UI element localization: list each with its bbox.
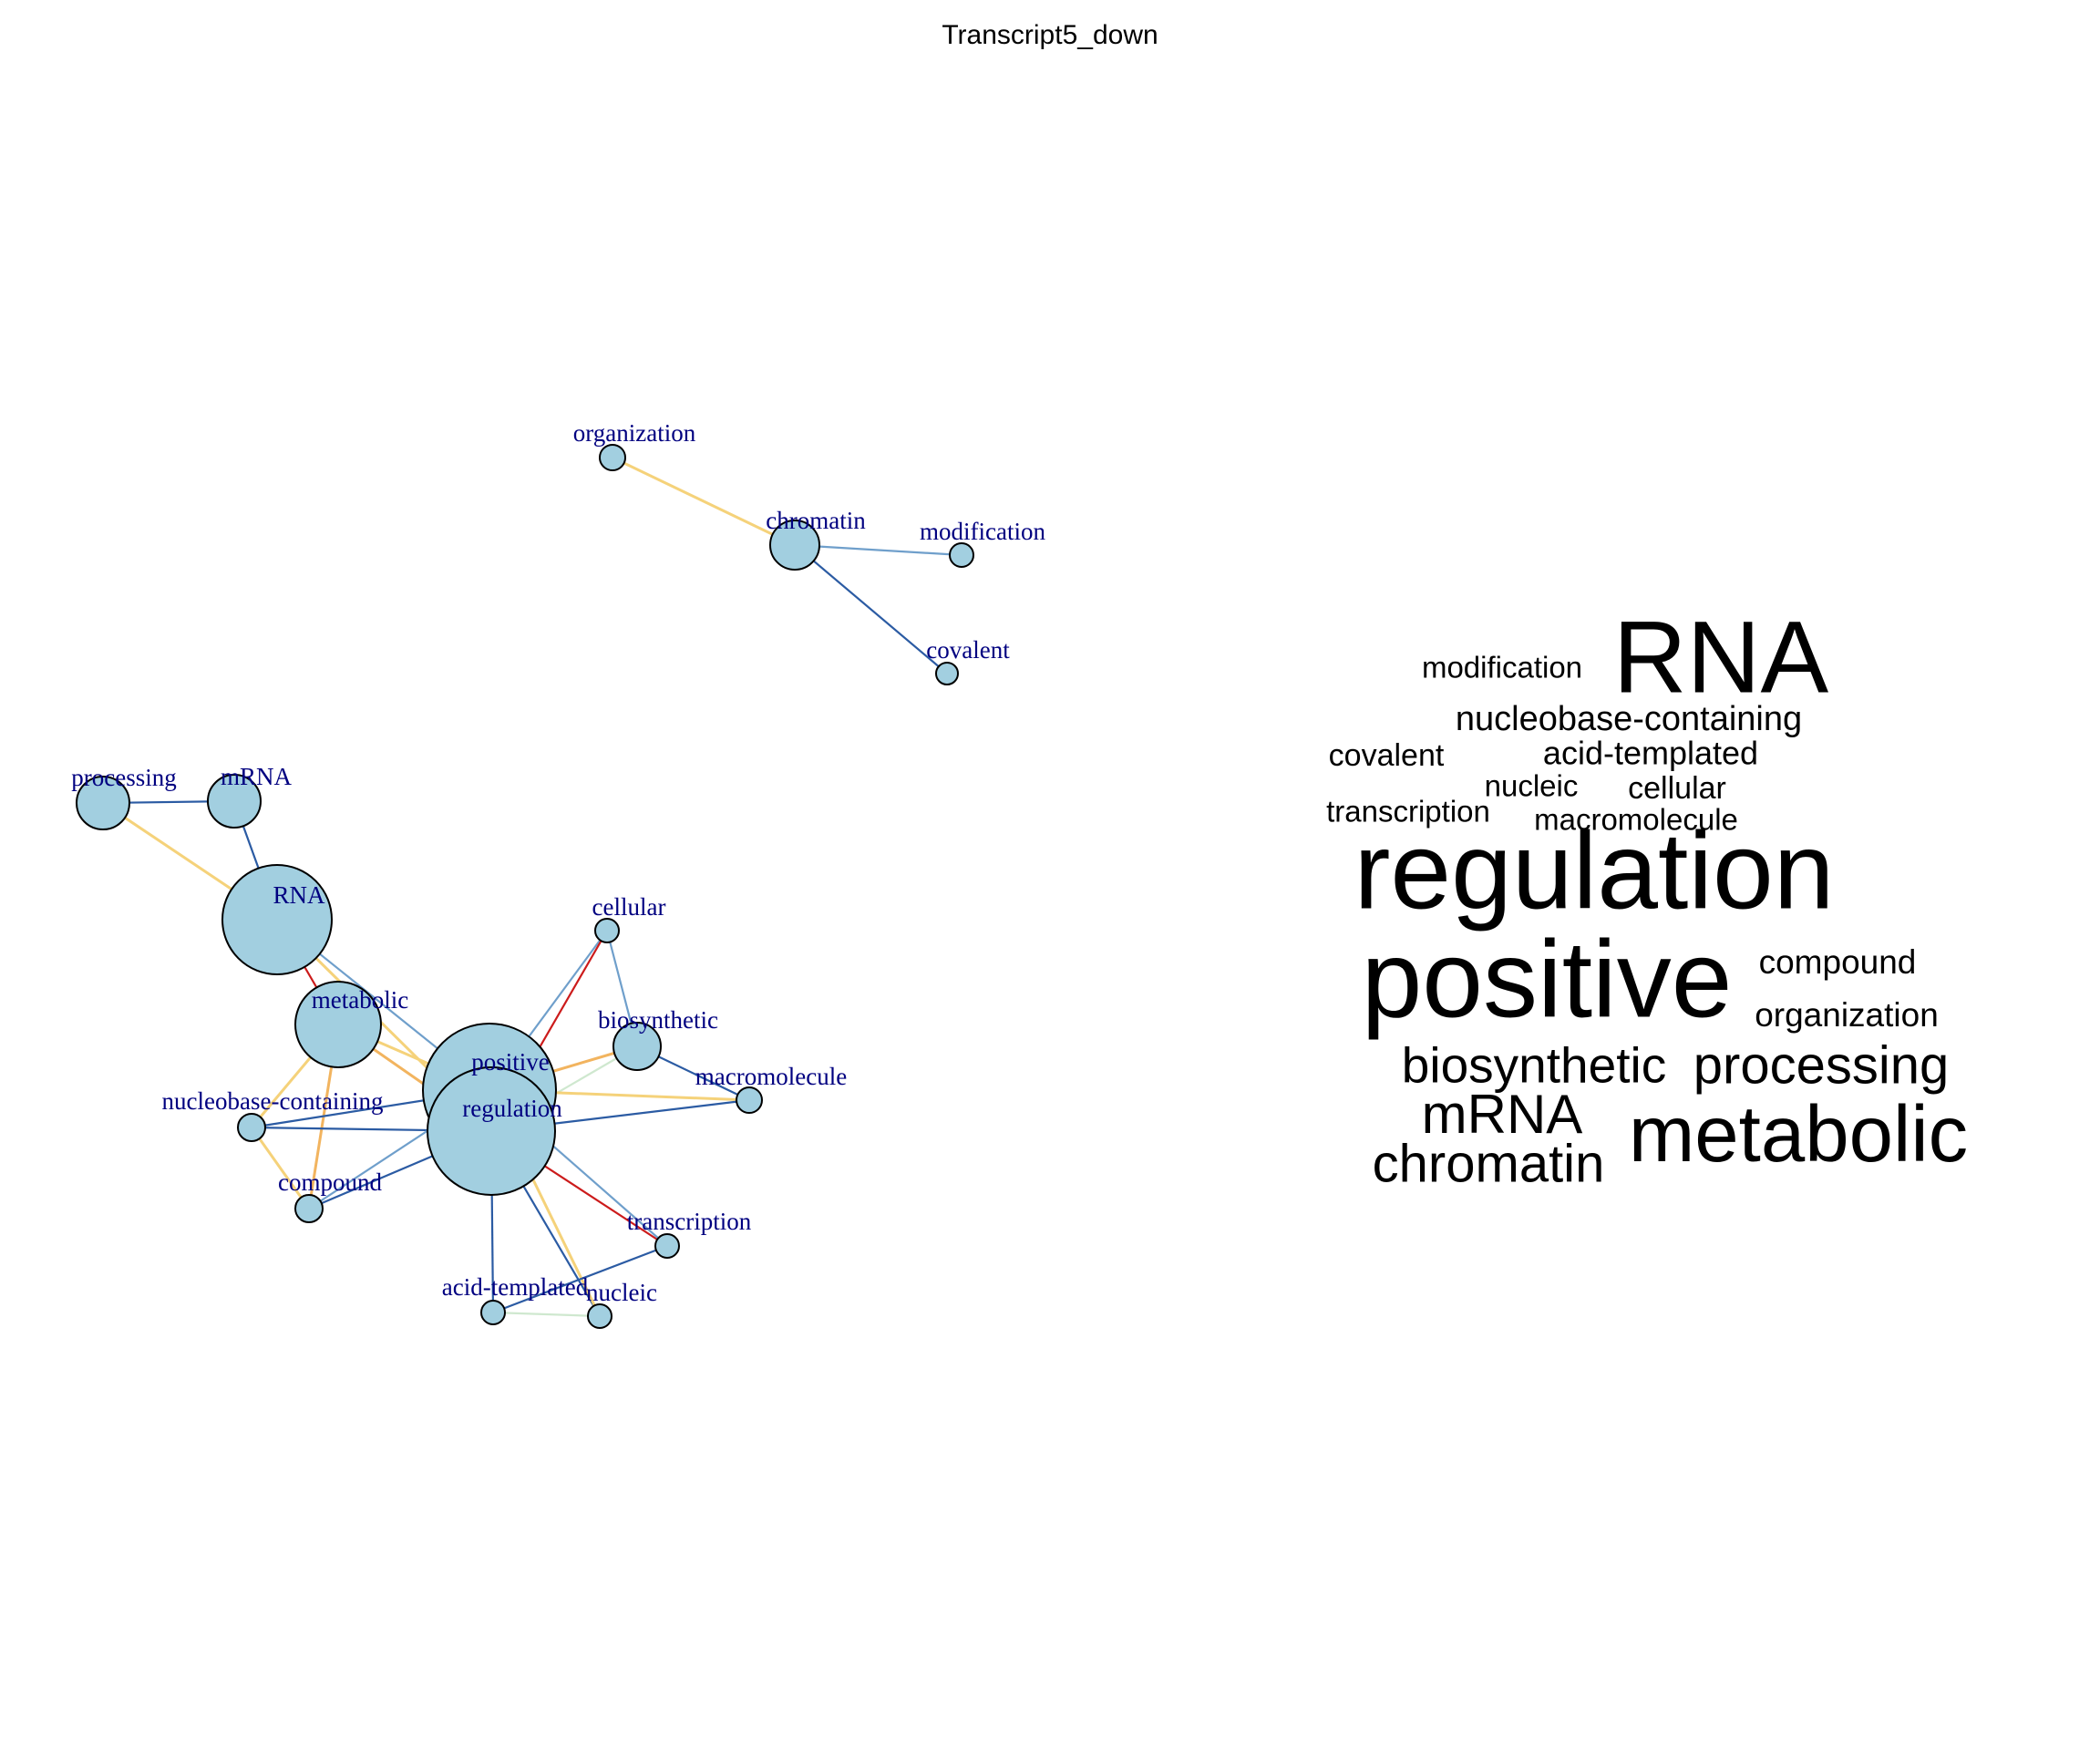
network-labels: organization chromatin modification covalen… bbox=[71, 419, 1045, 1306]
cloud-word-processing: processing bbox=[1693, 1035, 1949, 1095]
network-edge bbox=[250, 1127, 311, 1210]
cloud-word-acid-templated: acid-templated bbox=[1543, 735, 1758, 772]
network-edges bbox=[102, 456, 962, 1318]
node-label-modification: modification bbox=[920, 518, 1045, 545]
cloud-word-nucleobase-containing: nucleobase-containing bbox=[1456, 700, 1802, 738]
node-label-biosynthetic: biosynthetic bbox=[598, 1006, 718, 1034]
network-node-regulation bbox=[427, 1066, 556, 1196]
cloud-word-nucleic: nucleic bbox=[1485, 769, 1579, 803]
word-cloud: RNA modification nucleobase-containing cova… bbox=[1326, 601, 1968, 1194]
network-edge bbox=[794, 543, 962, 557]
cloud-word-RNA: RNA bbox=[1613, 601, 1829, 715]
figure-title: Transcript5_down bbox=[942, 20, 1158, 50]
network-edge bbox=[492, 1311, 601, 1318]
network-node-biosynthetic bbox=[612, 1022, 662, 1071]
node-label-regulation: regulation bbox=[462, 1095, 562, 1122]
network-node-metabolic bbox=[294, 981, 382, 1068]
network-node-organization bbox=[599, 444, 626, 471]
network-node-compound bbox=[294, 1194, 324, 1223]
node-label-chromatin: chromatin bbox=[766, 507, 866, 534]
cloud-word-chromatin: chromatin bbox=[1373, 1134, 1605, 1193]
cloud-word-regulation: regulation bbox=[1354, 810, 1834, 932]
network-edge bbox=[612, 456, 796, 547]
node-label-transcription: transcription bbox=[627, 1208, 752, 1235]
network-edge bbox=[794, 544, 948, 674]
network-node-mRNA bbox=[207, 774, 262, 829]
cloud-word-metabolic: metabolic bbox=[1629, 1090, 1968, 1179]
cloud-word-compound: compound bbox=[1759, 943, 1917, 981]
node-label-RNA: RNA bbox=[273, 881, 325, 909]
node-label-cellular: cellular bbox=[592, 893, 666, 921]
node-label-compound: compound bbox=[278, 1168, 382, 1196]
network-node-chromatin bbox=[769, 520, 820, 571]
cloud-word-transcription: transcription bbox=[1326, 795, 1490, 829]
network-node-RNA bbox=[221, 864, 333, 975]
node-label-covalent: covalent bbox=[926, 636, 1010, 664]
cloud-word-modification: modification bbox=[1422, 651, 1582, 685]
node-label-metabolic: metabolic bbox=[312, 986, 408, 1014]
network-node-macromolecule bbox=[736, 1086, 763, 1114]
network-node-acid-templated bbox=[480, 1300, 506, 1325]
network-node-transcription bbox=[654, 1233, 680, 1259]
network-node-nucleic bbox=[587, 1303, 612, 1329]
node-label-processing: processing bbox=[71, 764, 176, 791]
node-label-organization: organization bbox=[573, 419, 696, 447]
node-label-acid-templated: acid-templated bbox=[442, 1273, 589, 1301]
network-node-nucleobase-containing bbox=[237, 1113, 266, 1142]
cloud-word-covalent: covalent bbox=[1329, 738, 1445, 773]
node-label-mRNA: mRNA bbox=[221, 763, 293, 790]
cloud-word-positive: positive bbox=[1362, 919, 1733, 1041]
cloud-word-mRNA: mRNA bbox=[1422, 1084, 1583, 1145]
node-label-nucleic: nucleic bbox=[586, 1279, 657, 1306]
network-nodes bbox=[76, 444, 974, 1329]
cloud-word-biosynthetic: biosynthetic bbox=[1402, 1037, 1666, 1094]
cloud-word-cellular: cellular bbox=[1628, 771, 1726, 806]
network-node-modification bbox=[949, 542, 974, 568]
network-node-cellular bbox=[594, 918, 620, 943]
network-edge bbox=[492, 1244, 668, 1314]
node-label-macromolecule: macromolecule bbox=[695, 1063, 847, 1090]
node-label-nucleobase-containing: nucleobase-containing bbox=[162, 1087, 384, 1115]
network-node-processing bbox=[76, 776, 130, 830]
network-node-covalent bbox=[935, 662, 959, 685]
node-label-positive: positive bbox=[471, 1048, 550, 1076]
cloud-word-macromolecule: macromolecule bbox=[1534, 803, 1738, 837]
cloud-word-organization: organization bbox=[1755, 996, 1939, 1034]
